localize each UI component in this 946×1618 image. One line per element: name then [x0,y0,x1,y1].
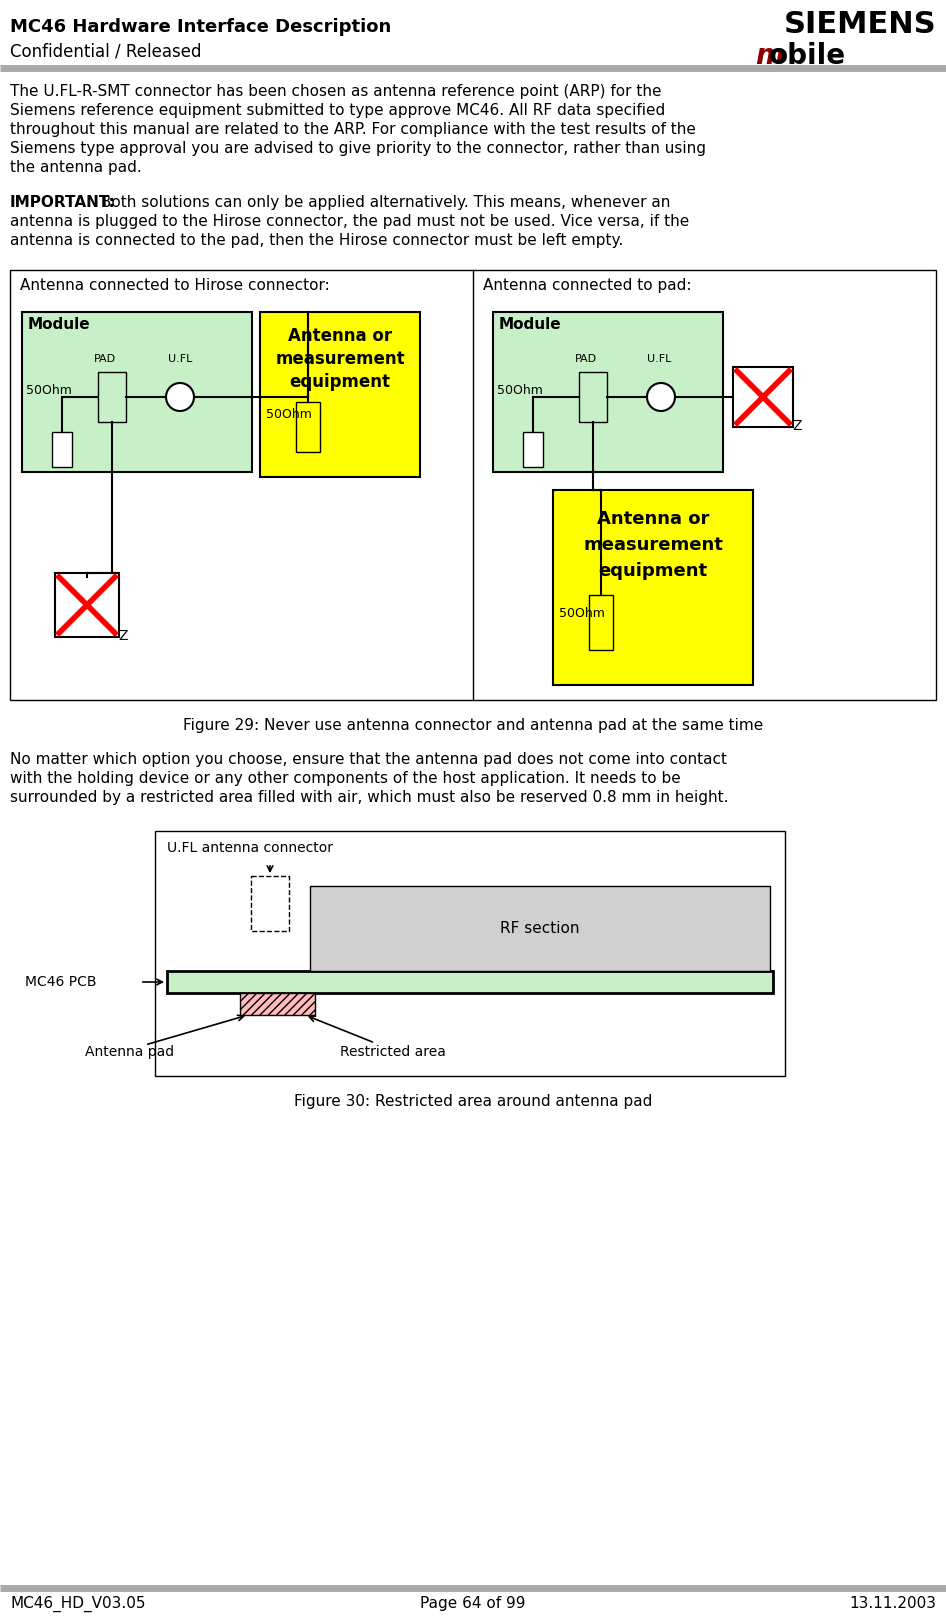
Text: Siemens type approval you are advised to give priority to the connector, rather : Siemens type approval you are advised to… [10,141,706,155]
Text: SIEMENS: SIEMENS [783,10,936,39]
Text: MC46 Hardware Interface Description: MC46 Hardware Interface Description [10,18,392,36]
Text: Figure 29: Never use antenna connector and antenna pad at the same time: Figure 29: Never use antenna connector a… [183,718,763,733]
Bar [52,432,72,468]
Text: Z: Z [118,629,128,642]
Text: MC46 PCB: MC46 PCB [25,976,96,989]
Bar [733,367,793,427]
Text: 50Ohm: 50Ohm [26,383,72,396]
Text: Both solutions can only be applied alternatively. This means, whenever an: Both solutions can only be applied alter… [96,196,671,210]
Bar [310,887,770,971]
Text: m: m [755,42,784,70]
Text: Restricted area: Restricted area [340,1045,446,1060]
Bar [579,372,607,422]
Bar [260,312,420,477]
Text: Antenna or: Antenna or [288,327,392,345]
Text: RF section: RF section [500,921,580,935]
Text: Confidential / Released: Confidential / Released [10,42,201,60]
Text: Figure 30: Restricted area around antenna pad: Figure 30: Restricted area around antenn… [294,1094,652,1108]
Text: Siemens reference equipment submitted to type approve MC46. All RF data specifie: Siemens reference equipment submitted to… [10,104,665,118]
Text: Z: Z [792,419,801,434]
Text: throughout this manual are related to the ARP. For compliance with the test resu: throughout this manual are related to th… [10,121,696,138]
Bar [553,490,753,684]
Bar [251,875,289,930]
Text: 50Ohm: 50Ohm [559,607,604,620]
Text: No matter which option you choose, ensure that the antenna pad does not come int: No matter which option you choose, ensur… [10,752,727,767]
Text: equipment: equipment [289,374,391,392]
Text: The U.FL-R-SMT connector has been chosen as antenna reference point (ARP) for th: The U.FL-R-SMT connector has been chosen… [10,84,661,99]
Bar [55,573,119,637]
Bar [22,312,252,472]
Bar [240,993,315,1014]
Text: U.FL: U.FL [647,354,672,364]
Text: antenna is plugged to the Hirose connector, the pad must not be used. Vice versa: antenna is plugged to the Hirose connect… [10,214,690,230]
Text: PAD: PAD [575,354,597,364]
Text: IMPORTANT:: IMPORTANT: [10,196,115,210]
Text: Antenna pad: Antenna pad [85,1045,174,1060]
Text: Module: Module [28,317,91,332]
Text: equipment: equipment [599,561,708,579]
Text: measurement: measurement [583,536,723,553]
Bar [589,595,613,650]
Bar [98,372,126,422]
Bar [10,270,936,701]
Bar [493,312,723,472]
Text: 50Ohm: 50Ohm [497,383,543,396]
Bar [523,432,543,468]
Text: U.FL antenna connector: U.FL antenna connector [167,841,333,854]
Text: antenna is connected to the pad, then the Hirose connector must be left empty.: antenna is connected to the pad, then th… [10,233,623,248]
Text: with the holding device or any other components of the host application. It need: with the holding device or any other com… [10,772,681,786]
Text: 50Ohm: 50Ohm [266,408,312,421]
Circle shape [166,383,194,411]
Text: Module: Module [499,317,562,332]
Text: U.FL: U.FL [168,354,192,364]
Text: obile: obile [769,42,846,70]
Bar [167,971,773,993]
Text: Antenna connected to Hirose connector:: Antenna connected to Hirose connector: [20,278,330,293]
Circle shape [647,383,675,411]
Bar [155,832,785,1076]
Text: Antenna connected to pad:: Antenna connected to pad: [483,278,692,293]
Text: Page 64 of 99: Page 64 of 99 [420,1595,526,1612]
Text: 13.11.2003: 13.11.2003 [849,1595,936,1612]
Text: surrounded by a restricted area filled with air, which must also be reserved 0.8: surrounded by a restricted area filled w… [10,790,728,806]
Bar [296,401,320,451]
Text: PAD: PAD [94,354,116,364]
Text: MC46_HD_V03.05: MC46_HD_V03.05 [10,1595,146,1612]
Text: measurement: measurement [275,349,405,367]
Text: Antenna or: Antenna or [597,510,710,527]
Text: the antenna pad.: the antenna pad. [10,160,142,175]
